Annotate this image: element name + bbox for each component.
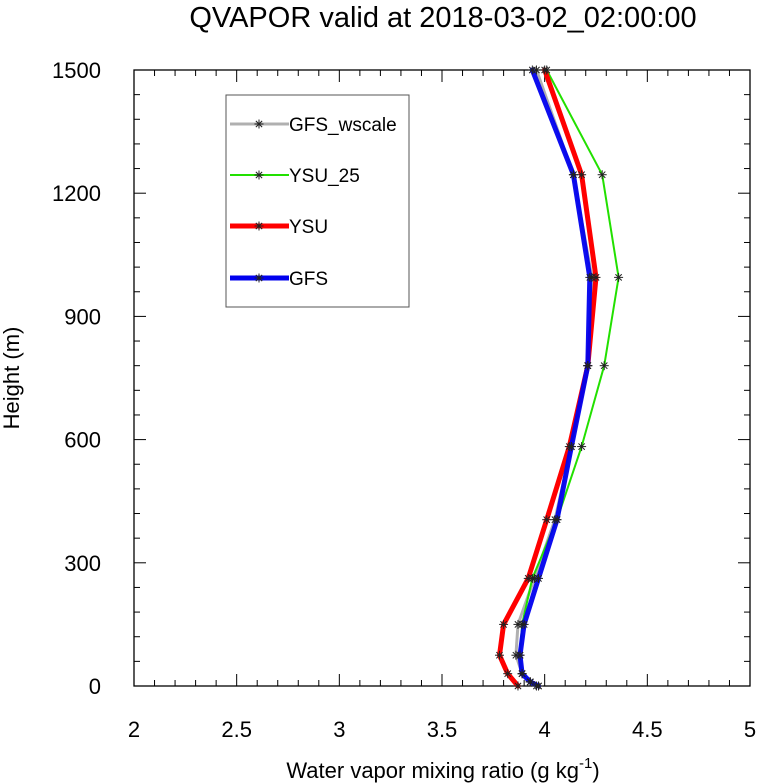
- data-point-ysu: [542, 515, 552, 525]
- data-point-ysu: [577, 170, 587, 180]
- x-tick-label: 2: [128, 717, 140, 742]
- data-point-ysu: [503, 669, 513, 679]
- data-point-gfs: [585, 272, 595, 282]
- legend-label-ysu-25: YSU_25: [289, 166, 360, 187]
- legend: GFS_wscale YSU_25 YSU GFS: [225, 94, 410, 308]
- series-markers: [494, 65, 624, 691]
- legend-label-gfs-wscale: GFS_wscale: [289, 115, 397, 136]
- legend-marker-gfs: [254, 273, 264, 283]
- y-tick-label: 1500: [52, 58, 101, 83]
- data-point-gfs: [552, 515, 562, 525]
- legend-label-ysu: YSU: [289, 217, 328, 238]
- x-tick-label: 3: [333, 717, 345, 742]
- y-tick-label: 600: [64, 428, 101, 453]
- y-tick-labels: 0 300 600 900 1200 1500: [52, 58, 101, 699]
- series-lines: [497, 67, 620, 689]
- y-tick-label: 1200: [52, 181, 101, 206]
- data-point-gfs: [583, 361, 593, 371]
- x-tick-label: 3.5: [427, 717, 458, 742]
- chart-title: QVAPOR valid at 2018-03-02_02:00:00: [189, 2, 696, 34]
- data-point-gfs: [568, 170, 578, 180]
- y-axis-label: Height (m): [0, 327, 24, 430]
- data-point-ysu: [591, 272, 601, 282]
- x-tick-labels: 2 2.5 3 3.5 4 4.5 5: [128, 717, 756, 742]
- legend-marker-ysu-25: [254, 170, 264, 180]
- y-tick-label: 300: [64, 551, 101, 576]
- data-point-ysu: [494, 650, 504, 660]
- x-tick-label: 4.5: [632, 717, 663, 742]
- x-tick-label: 2.5: [221, 717, 252, 742]
- x-axis-label-main: Water vapor mixing ratio (g kg: [286, 758, 579, 783]
- y-tick-label: 900: [64, 304, 101, 329]
- data-point-gfs: [566, 442, 576, 452]
- series-line-ysu: [497, 67, 599, 689]
- plot-area: [133, 65, 751, 691]
- data-point-ysu-25: [599, 361, 609, 371]
- data-point-ysu: [540, 65, 550, 75]
- data-point-gfs: [534, 573, 544, 583]
- data-point-gfs: [534, 681, 544, 691]
- data-point-gfs: [517, 669, 527, 679]
- x-axis-label: Water vapor mixing ratio (g kg-1): [286, 755, 599, 783]
- y-tick-label: 0: [89, 674, 101, 699]
- x-tick-label: 5: [744, 717, 756, 742]
- tick-marks: [133, 69, 751, 687]
- data-point-gfs: [525, 677, 535, 687]
- legend-box: [225, 94, 410, 308]
- x-axis-label-tail: ): [592, 758, 599, 783]
- series-line-gfs-wscale: [514, 68, 594, 688]
- data-point-gfs: [527, 65, 537, 75]
- x-axis-label-superscript: -1: [579, 755, 592, 772]
- data-point-ysu-25: [577, 442, 587, 452]
- data-point-gfs: [519, 619, 529, 629]
- x-tick-label: 4: [539, 717, 551, 742]
- data-point-gfs: [515, 650, 525, 660]
- data-point-ysu-25: [614, 272, 624, 282]
- data-point-ysu-25: [597, 170, 607, 180]
- legend-label-gfs: GFS: [289, 269, 328, 290]
- data-point-ysu: [523, 573, 533, 583]
- legend-marker-gfs-wscale: [254, 119, 264, 129]
- data-point-ysu: [499, 619, 509, 629]
- data-point-ysu: [513, 681, 523, 691]
- legend-marker-ysu: [254, 221, 264, 231]
